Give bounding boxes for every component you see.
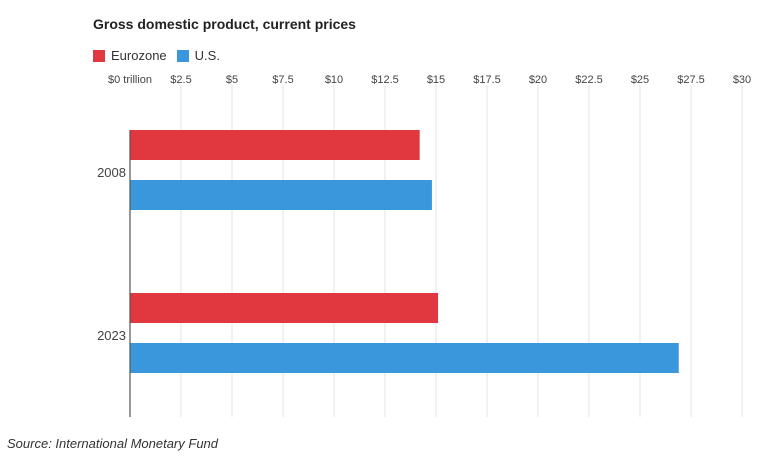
legend-swatch-us: [176, 49, 189, 62]
x-tick-label-0: $0 trillion: [108, 74, 152, 86]
x-tick-label-6: $15: [427, 74, 445, 86]
x-tick-label-4: $10: [325, 74, 343, 86]
x-tick-label-5: $12.5: [371, 74, 399, 86]
bar-us-2008: [130, 180, 432, 210]
bar-eurozone-2008: [130, 130, 420, 160]
source-note: Source: International Monetary Fund: [7, 436, 219, 451]
x-tick-label-7: $17.5: [473, 74, 501, 86]
x-tick-label-12: $30: [733, 74, 751, 86]
chart-title: Gross domestic product, current prices: [93, 16, 356, 32]
x-tick-label-9: $22.5: [575, 74, 603, 86]
x-tick-label-2: $5: [226, 74, 238, 86]
x-tick-label-1: $2.5: [170, 74, 191, 86]
category-label-2008: 2008: [97, 165, 126, 180]
chart-legend: Eurozone U.S.: [93, 48, 230, 63]
legend-label-eurozone: Eurozone: [111, 48, 167, 63]
x-tick-label-8: $20: [529, 74, 547, 86]
category-label-2023: 2023: [97, 328, 126, 343]
x-tick-label-11: $27.5: [677, 74, 705, 86]
bar-us-2023: [130, 343, 679, 373]
legend-item-eurozone: Eurozone: [93, 48, 167, 63]
legend-item-us: U.S.: [176, 48, 220, 63]
x-tick-label-3: $7.5: [272, 74, 293, 86]
bar-eurozone-2023: [130, 293, 439, 323]
legend-swatch-eurozone: [93, 49, 105, 62]
x-tick-label-10: $25: [631, 74, 649, 86]
legend-label-us: U.S.: [194, 48, 220, 63]
